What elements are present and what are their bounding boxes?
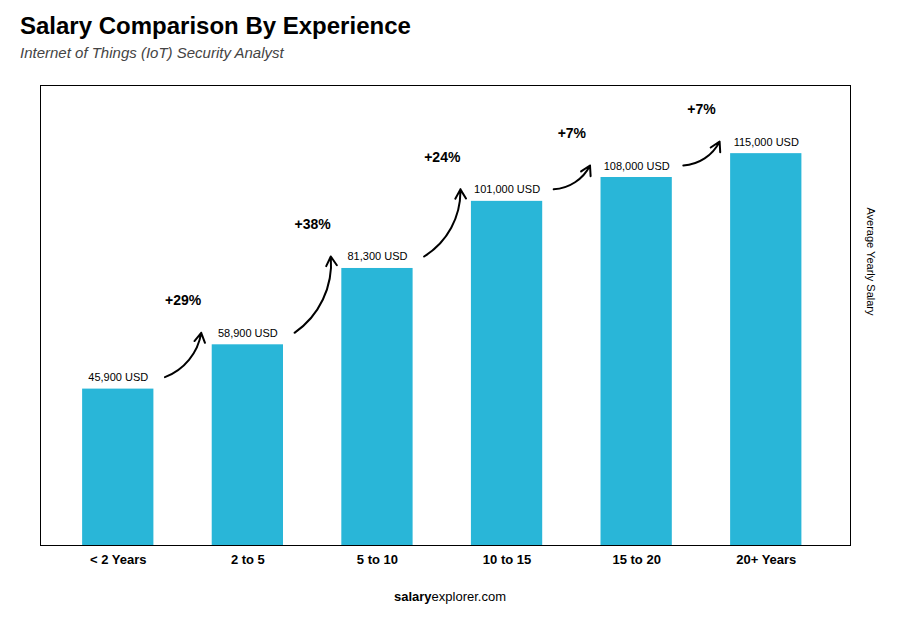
svg-text:115,000 USD: 115,000 USD — [734, 136, 799, 148]
svg-text:+7%: +7% — [687, 101, 716, 117]
svg-text:45,900 USD: 45,900 USD — [88, 371, 148, 383]
svg-text:101,000 USD: 101,000 USD — [474, 183, 540, 195]
html-text:Salary Comparison By Experienc: Salary Comparison By Experience — [20, 12, 411, 39]
svg-text:108,000 USD: 108,000 USD — [604, 160, 670, 172]
svg-text:2 to 5: 2 to 5 — [231, 552, 265, 567]
html-text:Internet of Things (IoT) Secur: Internet of Things (IoT) Security Analys… — [20, 44, 284, 61]
svg-text:20+ Years: 20+ Years — [736, 552, 796, 567]
svg-text:+24%: +24% — [424, 149, 461, 165]
svg-text:58,900 USD: 58,900 USD — [218, 327, 278, 339]
svg-text:+7%: +7% — [558, 125, 587, 141]
html-text:salary explorer.com: salary explorer.com — [394, 589, 506, 604]
svg-text:< 2 Years: < 2 Years — [90, 552, 147, 567]
svg-text:81,300 USD: 81,300 USD — [347, 250, 407, 262]
svg-text:5 to 10: 5 to 10 — [357, 552, 398, 567]
svg-text:+38%: +38% — [295, 216, 332, 232]
svg-text:15 to 20: 15 to 20 — [612, 552, 660, 567]
svg-text:10 to 15: 10 to 15 — [483, 552, 531, 567]
svg-text:+29%: +29% — [165, 292, 202, 308]
svg-text:Average Yearly Salary: Average Yearly Salary — [865, 207, 877, 316]
